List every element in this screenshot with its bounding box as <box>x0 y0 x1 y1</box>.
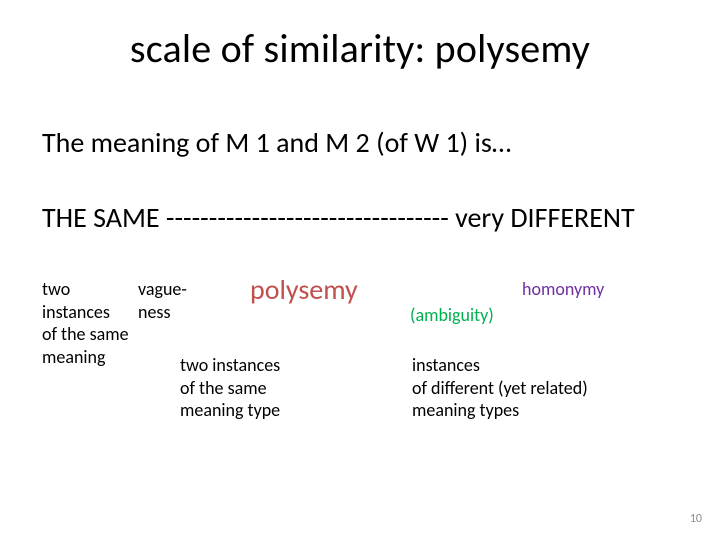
col-vagueness: vague- ness <box>138 278 208 323</box>
col-left-definition: two instances of the same meaning type <box>180 354 280 422</box>
col-polysemy: polysemy <box>250 272 358 307</box>
meaning-intro-line: The meaning of M 1 and M 2 (of W 1) is… <box>42 125 511 160</box>
col-right-definition: instances of different (yet related) mea… <box>412 354 588 422</box>
col-ambiguity: (ambiguity) <box>410 304 494 327</box>
slide-title: scale of similarity: polysemy <box>0 24 720 73</box>
page-number: 10 <box>690 512 702 526</box>
col-two-instances: two instances of the same meaning <box>42 278 132 368</box>
col-homonymy: homonymy <box>522 278 604 301</box>
scale-line: THE SAME -------------------------------… <box>42 200 635 235</box>
slide: scale of similarity: polysemy The meanin… <box>0 0 720 540</box>
